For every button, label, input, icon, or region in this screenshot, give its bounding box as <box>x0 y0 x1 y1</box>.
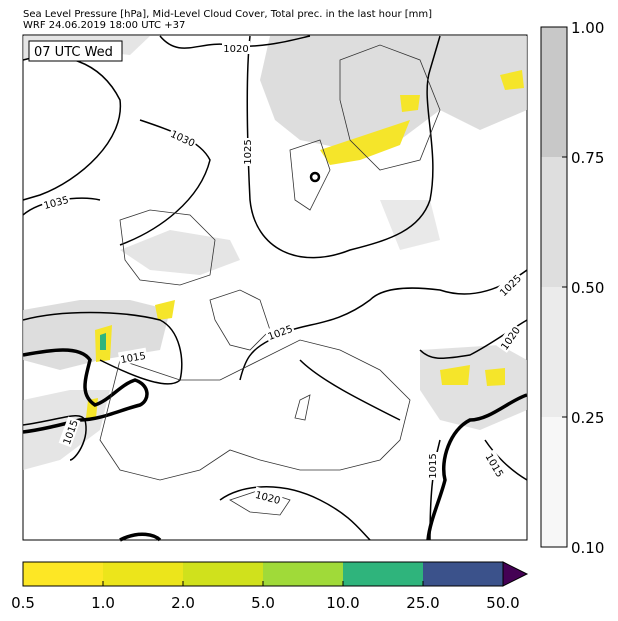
colorbar-tick-label: 1.0 <box>91 594 115 612</box>
header-line: WRF 24.06.2019 18:00 UTC +37 <box>23 20 185 31</box>
time-box <box>28 40 123 62</box>
isobar-label-bg <box>222 41 250 54</box>
precip-areas <box>86 70 524 418</box>
colorbar-tick-label: 5.0 <box>251 594 275 612</box>
colorbar-segment <box>263 562 343 586</box>
isobar-label: 1015 <box>120 351 147 366</box>
time-label: 07 UTC Wed <box>34 45 113 60</box>
colorbar-segment <box>541 27 567 157</box>
colorbar-tick-label: 0.50 <box>571 279 604 297</box>
colorbar-tick-label: 0.25 <box>571 409 604 427</box>
colorbar-segment <box>541 287 567 417</box>
isobar-label-bg <box>264 320 296 343</box>
colorbar-segment <box>541 157 567 287</box>
isobar-label-bg <box>252 486 284 507</box>
colorbar-tick-label: 50.0 <box>486 594 519 612</box>
isobar-label-bg <box>58 416 81 448</box>
cloud-colorbar: 0.10 0.25 0.50 0.75 1.00 <box>540 19 604 557</box>
isobar-label-bg <box>167 125 199 150</box>
colorbar-segment <box>423 562 503 586</box>
isobar-label-bg <box>117 347 148 366</box>
colorbar-tick-label: 0.5 <box>11 594 35 612</box>
colorbar-segment <box>23 562 103 586</box>
isobars <box>22 35 528 541</box>
isobar-label: 1020 <box>223 44 248 55</box>
isobar-label-bg <box>495 270 525 300</box>
colorbar-tick-label: 0.75 <box>571 149 604 167</box>
coastlines <box>99 44 441 516</box>
colorbar-segment <box>103 562 183 586</box>
colorbar-tick-label: 10.0 <box>326 594 359 612</box>
header-line: Sea Level Pressure [hPa], Mid-Level Clou… <box>23 9 432 20</box>
location-marker <box>309 171 321 183</box>
isobar-label-bg <box>425 452 438 480</box>
colorbar-extend <box>502 561 529 587</box>
precip-colorbar: 0.5 1.0 2.0 5.0 10.0 25.0 50.0 <box>11 561 529 612</box>
colorbar-tick-label: 2.0 <box>171 594 195 612</box>
colorbar-tick-label: 0.10 <box>571 539 604 557</box>
colorbar-segment <box>541 417 567 547</box>
colorbar-tick-label: 1.00 <box>571 19 604 37</box>
colorbar-segment <box>343 562 423 586</box>
isobar-label-bg <box>240 138 253 166</box>
precip-area <box>100 333 106 350</box>
isobar-label: 1025 <box>243 139 254 164</box>
isobar-label: 1015 <box>428 453 439 478</box>
colorbar-tick-label: 25.0 <box>406 594 439 612</box>
thick-isobars <box>22 348 528 542</box>
isobar-label-bg <box>496 322 523 353</box>
colorbar-segment <box>183 562 263 586</box>
isobar-label-bg <box>482 449 509 481</box>
isobar-label-bg <box>40 191 72 212</box>
